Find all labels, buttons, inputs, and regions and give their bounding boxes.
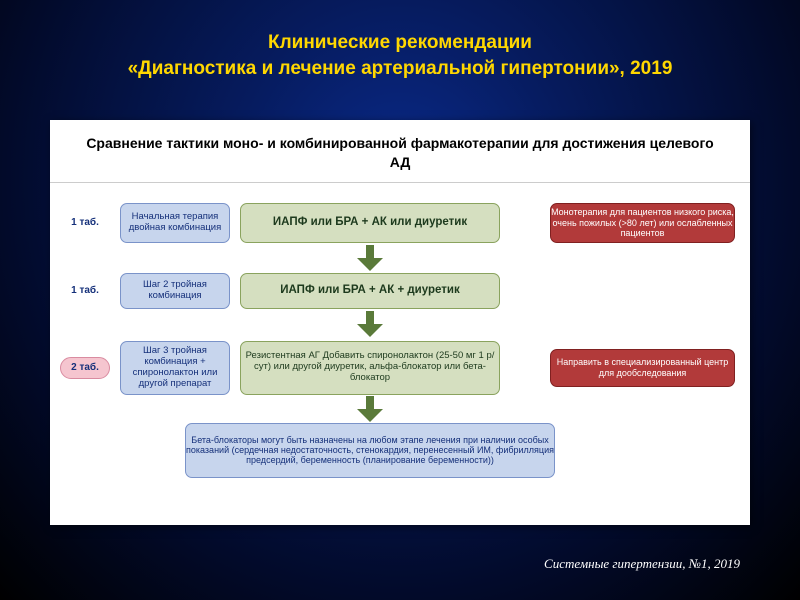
title-line1: Клинические рекомендации bbox=[268, 32, 532, 53]
slide: Клинические рекомендации «Диагностика и … bbox=[0, 0, 800, 600]
action-row2: ИАПФ или БРА + АК + диуретик bbox=[240, 273, 500, 309]
action-row1: ИАПФ или БРА + АК или диуретик bbox=[240, 203, 500, 243]
step-row1: Начальная терапия двойная комбинация bbox=[120, 203, 230, 243]
flowchart: 1 таб. Начальная терапия двойная комбина… bbox=[50, 183, 750, 528]
note-box: Бета-блокаторы могут быть назначены на л… bbox=[185, 423, 555, 478]
dose-row1: 1 таб. bbox=[60, 212, 110, 234]
alt-row1: Монотерапия для пациентов низкого риска,… bbox=[550, 203, 735, 243]
step-row2: Шаг 2 тройная комбинация bbox=[120, 273, 230, 309]
step-row3: Шаг 3 тройная комбинация + спиронолактон… bbox=[120, 341, 230, 395]
alt-row3: Направить в специализированный центр для… bbox=[550, 349, 735, 387]
action-row3: Резистентная АГ Добавить спиронолактон (… bbox=[240, 341, 500, 395]
arrow-1 bbox=[357, 245, 383, 271]
arrow-3 bbox=[357, 396, 383, 422]
content-panel: Сравнение тактики моно- и комбинированно… bbox=[50, 120, 750, 525]
title-line2: «Диагностика и лечение артериальной гипе… bbox=[128, 58, 673, 79]
slide-title: Клинические рекомендации «Диагностика и … bbox=[0, 0, 800, 81]
panel-title: Сравнение тактики моно- и комбинированно… bbox=[50, 120, 750, 183]
footer-citation: Системные гипертензии, №1, 2019 bbox=[544, 556, 740, 572]
dose-row3: 2 таб. bbox=[60, 357, 110, 379]
dose-row2: 1 таб. bbox=[60, 280, 110, 302]
arrow-2 bbox=[357, 311, 383, 337]
